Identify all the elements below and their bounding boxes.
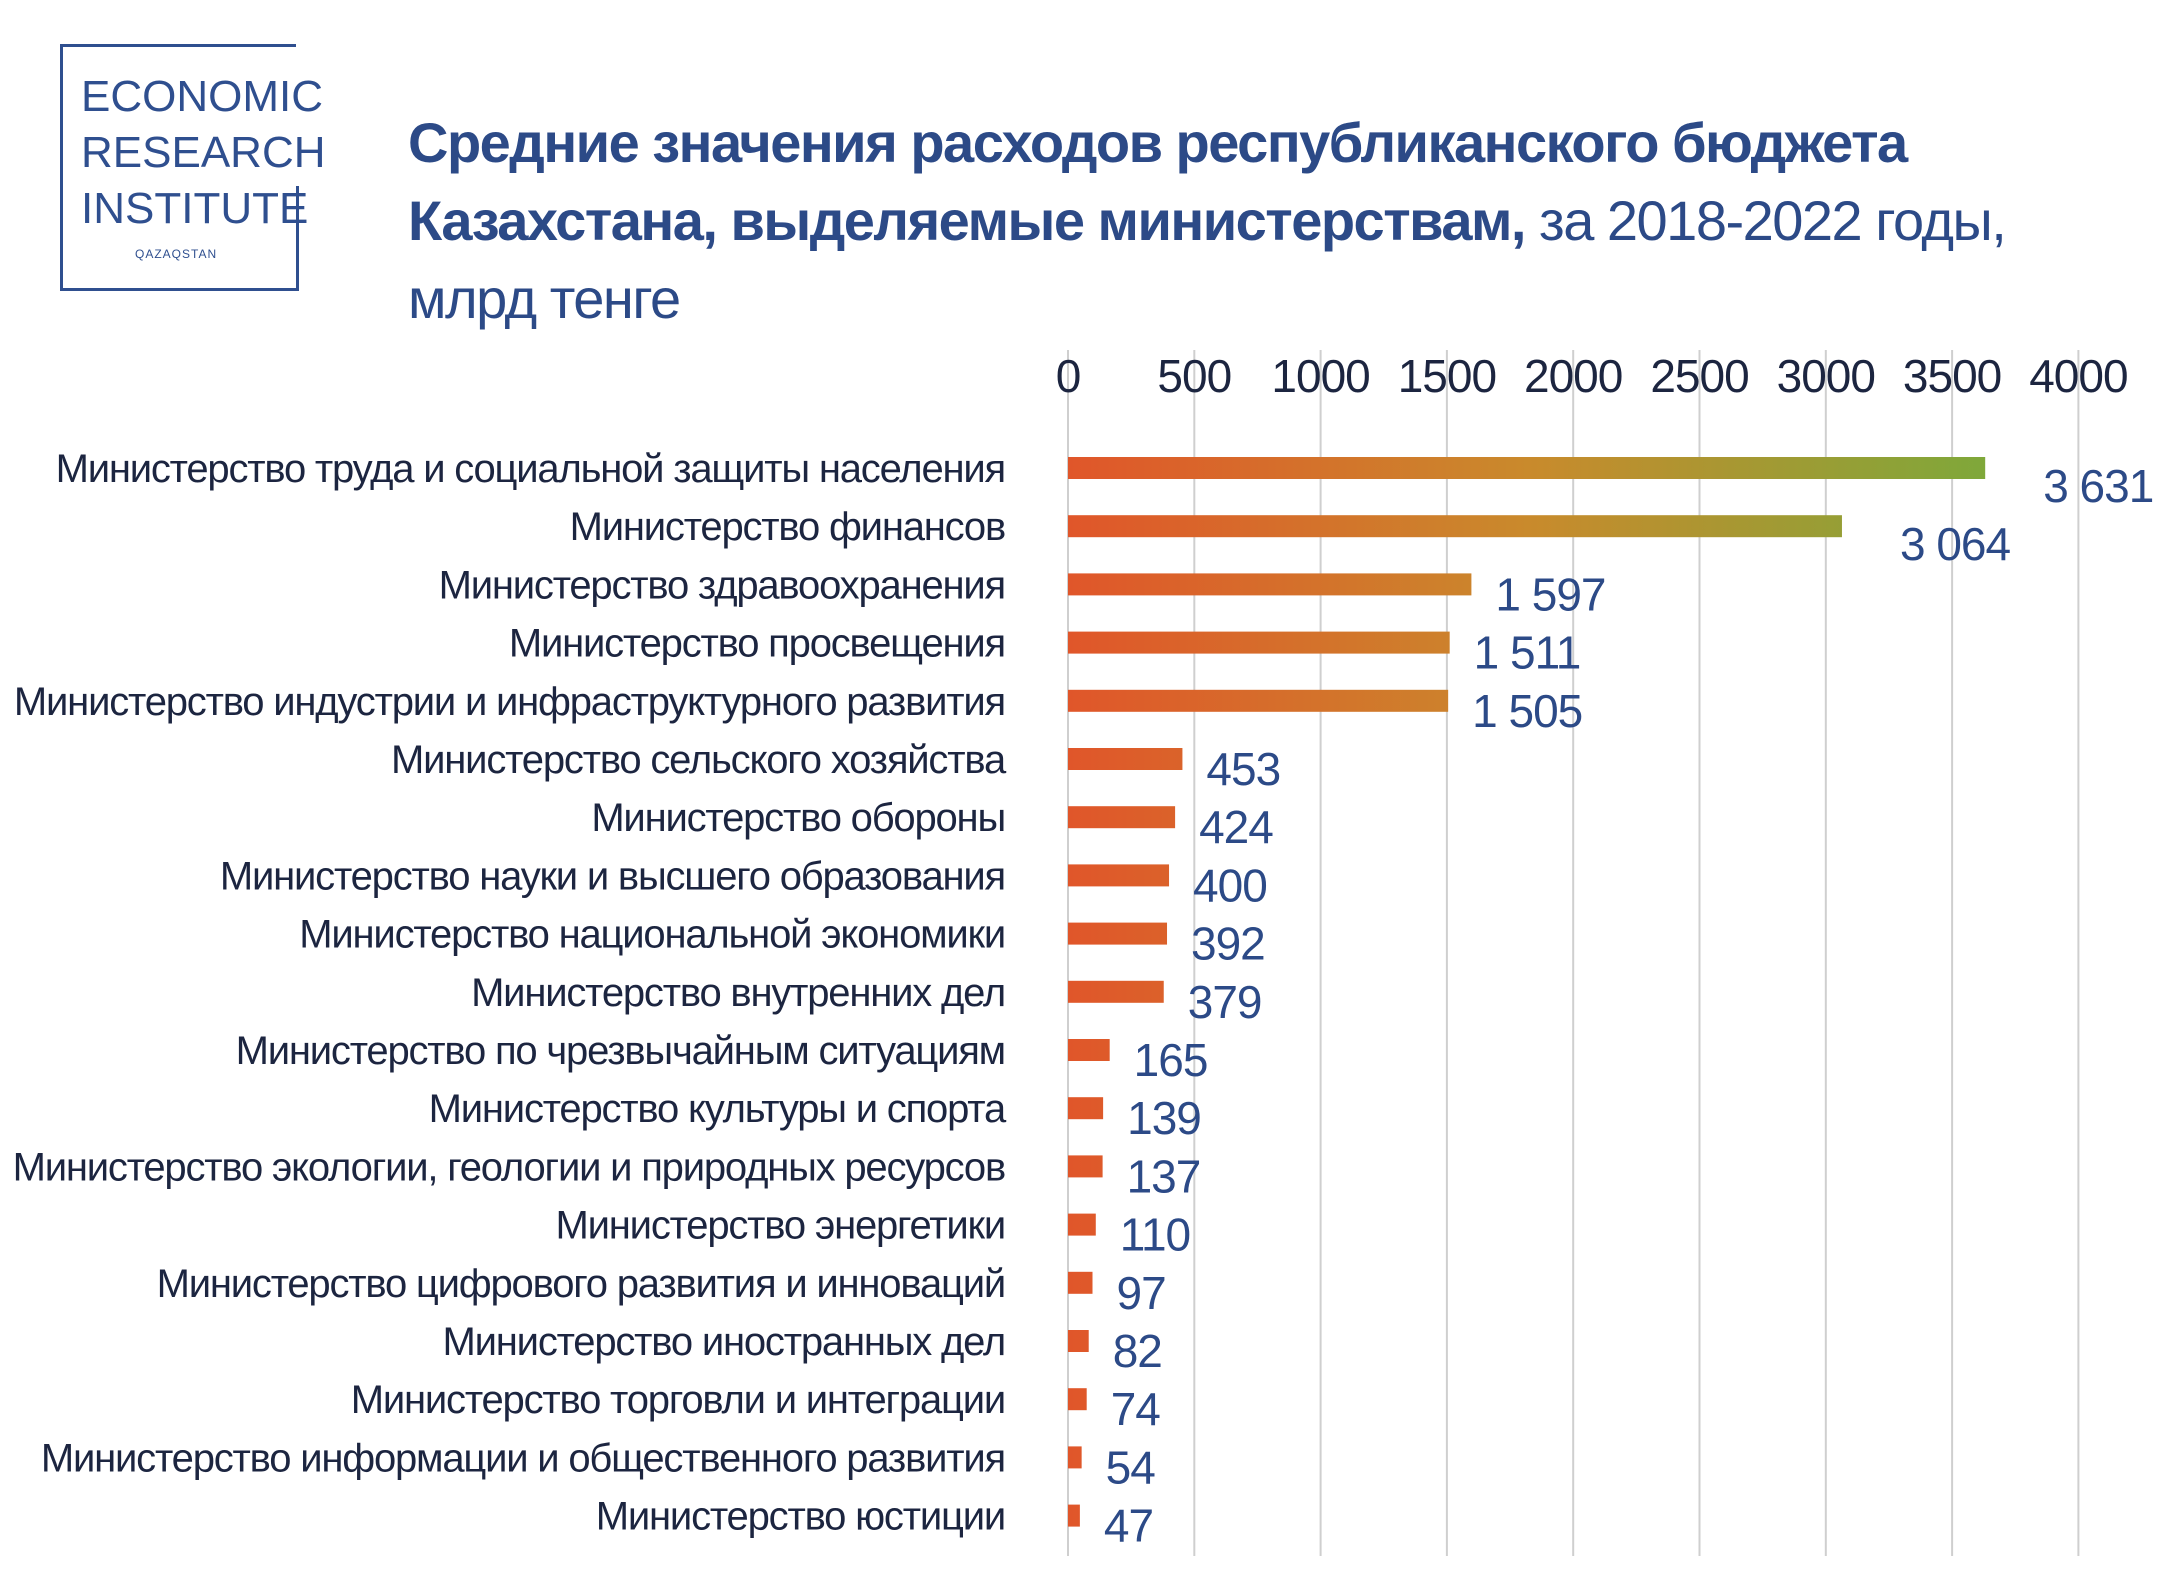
bar (1068, 1271, 1093, 1294)
x-tick-label: 2500 (1650, 350, 1748, 402)
value-labels: 3 631 3 064 1 597 1 511 1 505 453 424 400 392 379… (1104, 460, 2154, 1552)
category-label: Министерство экологии, геологии и природ… (13, 1145, 1005, 1189)
value-label: 453 (1206, 743, 1280, 795)
x-tick-label: 1000 (1271, 350, 1369, 402)
category-labels: Министерство труда и социальной защиты н… (13, 447, 1009, 1539)
category-label: Министерство обороны (591, 796, 1005, 840)
logo-line-3: INSTITUTE (81, 184, 309, 233)
x-tick-label: 500 (1157, 350, 1231, 402)
value-label: 110 (1120, 1209, 1190, 1261)
bar (1068, 1330, 1089, 1352)
category-label: Министерство энергетики (556, 1204, 1005, 1248)
bar (1068, 806, 1176, 829)
x-axis-ticks: 0 500 1000 1500 2000 2500 3000 3500 4000 (1056, 350, 2129, 402)
x-tick-label: 3000 (1777, 350, 1875, 402)
logo: ECONOMIC RESEARCH INSTITUTE QAZAQSTAN (60, 44, 326, 288)
category-label: Министерство сельского хозяйства (391, 738, 1007, 782)
value-label: 54 (1106, 1441, 1156, 1493)
bar (1068, 980, 1164, 1003)
x-tick-label: 2000 (1524, 350, 1622, 402)
bar (1068, 573, 1472, 596)
bar (1068, 1446, 1082, 1469)
bar (1068, 689, 1449, 712)
value-label: 97 (1117, 1267, 1166, 1319)
value-label: 3 064 (1900, 518, 2011, 570)
bar (1068, 631, 1450, 654)
category-label: Министерство торговли и интеграции (351, 1378, 1005, 1422)
value-label: 400 (1193, 859, 1267, 911)
x-tick-label: 4000 (2029, 350, 2127, 402)
category-label: Министерство индустрии и инфраструктурно… (14, 680, 1005, 724)
x-tick-label: 1500 (1398, 350, 1496, 402)
x-tick-label: 0 (1056, 350, 1081, 402)
value-label: 1 505 (1472, 685, 1582, 737)
bar (1068, 515, 1842, 538)
value-label: 137 (1127, 1150, 1201, 1202)
bar (1068, 1213, 1096, 1236)
bar (1068, 922, 1168, 945)
category-label: Министерство просвещения (509, 622, 1005, 666)
category-label: Министерство здравоохранения (439, 563, 1005, 607)
category-label: Министерство цифрового развития и иннова… (157, 1262, 1005, 1306)
category-label: Министерство финансов (570, 505, 1005, 549)
category-label: Министерство труда и социальной защиты н… (56, 447, 1005, 491)
category-label: Министерство юстиции (596, 1495, 1005, 1539)
bar (1068, 1097, 1104, 1120)
category-label: Министерство науки и высшего образования (220, 854, 1005, 898)
value-label: 379 (1188, 976, 1262, 1028)
chart-title-bold: Средние значения расходов республиканско… (408, 111, 1908, 252)
category-label: Министерство национальной экономики (299, 913, 1005, 957)
value-label: 424 (1199, 801, 1273, 853)
category-label: Министерство внутренних дел (471, 971, 1005, 1015)
value-label: 165 (1134, 1034, 1208, 1086)
logo-line-2: RESEARCH (81, 128, 326, 177)
logo-frame-bottom (60, 288, 299, 291)
bar (1068, 1039, 1110, 1061)
category-label: Министерство информации и общественного … (41, 1436, 1005, 1480)
bar (1068, 864, 1170, 887)
bar (1068, 457, 1986, 479)
value-label: 1 511 (1474, 627, 1581, 679)
gridlines (1067, 350, 2080, 1556)
bar (1068, 1155, 1103, 1178)
value-label: 47 (1104, 1500, 1153, 1552)
value-label: 3 631 (2043, 460, 2153, 512)
category-label: Министерство иностранных дел (443, 1320, 1005, 1364)
value-label: 82 (1113, 1325, 1162, 1377)
value-label: 1 597 (1495, 568, 1605, 620)
value-label: 392 (1191, 918, 1265, 970)
value-label: 74 (1111, 1383, 1161, 1435)
chart-title: Средние значения расходов республиканско… (408, 104, 2128, 338)
x-tick-label: 3500 (1903, 350, 2001, 402)
value-label: 139 (1127, 1092, 1201, 1144)
bar (1068, 1504, 1080, 1527)
category-label: Министерство культуры и спорта (429, 1087, 1007, 1131)
category-label: Министерство по чрезвычайным ситуациям (236, 1029, 1005, 1073)
logo-frame-right (296, 186, 299, 291)
bars (1068, 457, 1986, 1527)
logo-subtitle: QAZAQSTAN (135, 247, 218, 261)
chart-title-regular: за 2018-2022 годы, млрд тенге (408, 189, 2007, 330)
bar (1068, 1388, 1087, 1411)
bar (1068, 748, 1183, 770)
logo-line-1: ECONOMIC (81, 72, 323, 121)
